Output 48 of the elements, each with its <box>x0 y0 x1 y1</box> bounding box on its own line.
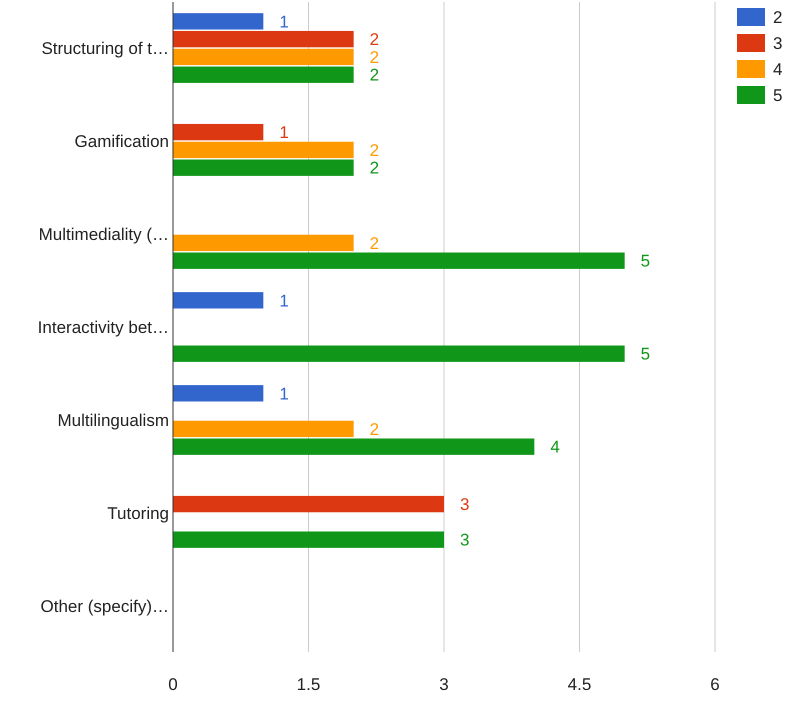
data-label: 2 <box>370 234 380 253</box>
data-label: 2 <box>370 48 380 67</box>
data-label: 1 <box>279 12 289 32</box>
x-tick-label: 0 <box>168 675 178 694</box>
data-label: 1 <box>279 123 289 142</box>
bar <box>173 234 354 252</box>
bar <box>173 292 264 308</box>
data-label: 3 <box>460 530 470 550</box>
data-label: 2 <box>370 420 380 439</box>
y-tick-label: Interactivity bet… <box>38 318 169 337</box>
bar <box>173 420 354 438</box>
bar <box>173 66 354 83</box>
bar <box>173 124 264 140</box>
bar <box>173 496 444 512</box>
data-label: 5 <box>640 252 650 271</box>
data-label: 3 <box>460 495 470 514</box>
bar <box>173 160 354 176</box>
bar <box>173 438 534 455</box>
y-tick-label: Gamification <box>74 132 169 151</box>
data-label: 1 <box>279 384 289 404</box>
bar <box>173 252 625 269</box>
data-label: 1 <box>279 291 289 310</box>
bar <box>173 346 625 362</box>
bar <box>173 142 354 158</box>
bar <box>173 30 354 48</box>
bar <box>173 48 354 66</box>
legend-label: 3 <box>773 34 782 53</box>
data-label: 4 <box>550 438 560 457</box>
x-tick-label: 4.5 <box>568 675 592 694</box>
x-tick-label: 1.5 <box>296 675 320 694</box>
bar <box>173 531 444 548</box>
legend-label: 4 <box>773 60 782 79</box>
data-label: 2 <box>370 140 380 160</box>
legend-label: 2 <box>773 8 782 27</box>
data-label: 2 <box>370 66 380 85</box>
y-tick-label: Multimediality (… <box>38 224 169 244</box>
y-tick-label: Structuring of t… <box>41 38 169 58</box>
data-label: 2 <box>370 30 380 50</box>
bar <box>173 13 264 30</box>
legend-label: 5 <box>773 86 782 105</box>
data-label: 2 <box>370 158 380 178</box>
x-tick-label: 3 <box>439 675 449 694</box>
bar <box>173 385 264 402</box>
y-tick-label: Multilingualism <box>58 410 169 430</box>
y-tick-label: Other (specify)… <box>40 596 169 616</box>
y-tick-label: Tutoring <box>107 504 169 523</box>
data-label: 5 <box>640 344 650 364</box>
x-tick-label: 6 <box>710 675 720 694</box>
